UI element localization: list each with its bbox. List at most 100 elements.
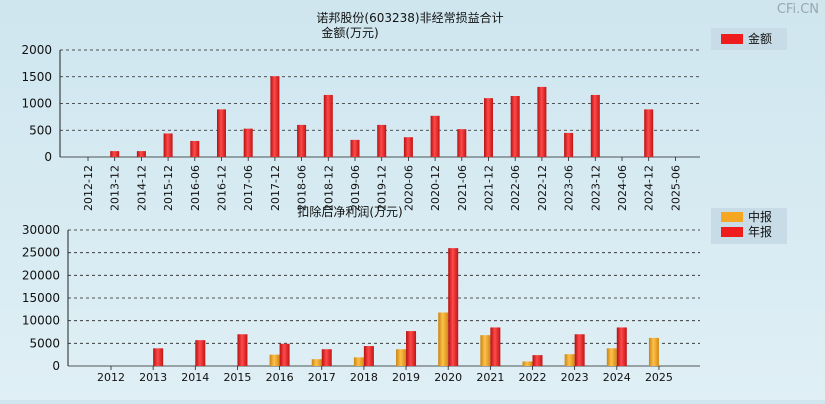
chart1-bar: [297, 124, 307, 157]
chart1-x-tick-label: 2024-06: [616, 165, 629, 211]
chart1-y-tick-label: 1000: [21, 97, 52, 111]
chart1-x-tick-label: 2018-06: [296, 165, 309, 211]
chart2-y-tick-label: 20000: [22, 268, 60, 282]
chart2-y-tick-label: 30000: [22, 223, 60, 237]
chart2-bar-interim: [311, 359, 322, 366]
chart1-x-tick-label: 2022-12: [536, 165, 549, 211]
chart1-bar: [323, 94, 333, 157]
chart2-bar-interim: [606, 348, 617, 366]
chart2-legend: 中报 年报: [711, 208, 787, 244]
chart2-bars: [153, 248, 659, 366]
chart2-bar-interim: [648, 337, 659, 366]
chart2-y-tick-label: 0: [52, 359, 60, 373]
chart2-x-tick-label: 2017: [308, 371, 336, 384]
chart1-x-tick-label: 2018-12: [322, 165, 335, 211]
chart1-x-tick-label: 2017-12: [269, 165, 282, 211]
chart1-bar: [510, 96, 520, 157]
chart1-x-tick-label: 2021-06: [456, 165, 469, 211]
chart2-bar-interim: [269, 354, 280, 366]
chart1-x-tick-label: 2015-12: [162, 165, 175, 211]
chart2-y-tick-label: 10000: [22, 314, 60, 328]
chart2-x-axis: 2012 2013 2014 2015 2016 2017 2018 2019 2020 2021…: [97, 371, 673, 384]
chart1-bar: [564, 132, 574, 157]
chart2-title: 扣除后净利润(万元): [297, 204, 402, 219]
chart2-bar-annual: [616, 327, 627, 366]
chart1-x-tick-label: 2014-12: [135, 165, 148, 211]
chart1-bar: [163, 133, 173, 157]
chart1-bar: [403, 137, 413, 157]
chart1-x-tick-label: 2023-06: [563, 165, 576, 211]
chart1-y-tick-label: 500: [29, 123, 52, 137]
legend-swatch-amount: [721, 34, 743, 44]
chart1-legend: 金额: [711, 28, 787, 50]
chart2-x-tick-label: 2020: [434, 371, 462, 384]
chart1-x-tick-label: 2022-06: [509, 165, 522, 211]
chart2-x-tick-label: 2021: [476, 371, 504, 384]
chart2-x-tick-label: 2015: [223, 371, 251, 384]
chart1-bar: [190, 140, 200, 157]
chart1-bar: [430, 115, 440, 157]
legend-label-interim: 中报: [748, 209, 772, 224]
chart2-x-tick-label: 2023: [561, 371, 589, 384]
chart1-bar: [484, 98, 493, 157]
chart1-bars: [110, 76, 654, 157]
chart1-bar: [270, 76, 280, 157]
chart2-x-tick-label: 2016: [266, 371, 294, 384]
chart1-y-axis: 0 500 1000 1500 2000: [21, 43, 52, 164]
chart1-y-tick-label: 2000: [21, 43, 52, 57]
chart2-bar-interim: [353, 357, 364, 366]
chart2-bar-annual: [153, 348, 164, 366]
chart1-bar: [217, 109, 226, 157]
chart2-bar-annual: [532, 355, 543, 366]
chart1-bar: [537, 86, 547, 157]
chart1-bar: [136, 151, 146, 157]
chart1-bar: [350, 139, 360, 157]
chart1-bar: [377, 124, 387, 157]
chart2-bar-annual: [574, 334, 585, 366]
chart2-bar-interim: [564, 354, 575, 366]
chart1-x-tick-label: 2016-12: [216, 165, 229, 211]
chart1-x-tick-label: 2017-06: [242, 165, 255, 211]
chart1-x-tick-label: 2021-12: [483, 165, 496, 211]
watermark: CFi.CN: [776, 2, 819, 17]
chart2-bar-interim: [522, 361, 533, 366]
chart1-x-tick-label: 2024-12: [643, 165, 656, 211]
chart1-x-tick-label: 2016-06: [189, 165, 202, 211]
chart2-y-axis: 0 5000 10000 15000 20000 25000 30000: [22, 223, 60, 373]
chart2-x-tick-label: 2014: [181, 371, 209, 384]
chart2-bar-annual: [490, 327, 501, 366]
chart1-y-tick-label: 0: [44, 150, 52, 164]
chart1-bar: [110, 151, 120, 157]
chart2-x-tick-label: 2024: [603, 371, 631, 384]
chart1-x-tick-label: 2012-12: [82, 165, 95, 211]
chart2-bar-annual: [363, 346, 374, 366]
legend-swatch-interim: [721, 212, 743, 222]
legend-label-amount: 金额: [748, 31, 772, 46]
chart2-bar-annual: [195, 340, 206, 366]
chart2-bar-interim: [480, 335, 491, 366]
chart2-bar-interim: [396, 349, 407, 366]
chart1-subtitle: 金额(万元): [321, 25, 378, 40]
chart2-grid: [67, 229, 700, 370]
chart2-x-tick-label: 2019: [392, 371, 420, 384]
legend-swatch-annual: [721, 227, 743, 237]
chart1-x-tick-label: 2020-06: [402, 165, 415, 211]
chart1-x-tick-label: 2020-12: [429, 165, 442, 211]
chart2-bar-interim: [438, 312, 449, 366]
legend-label-annual: 年报: [748, 224, 772, 239]
chart1-x-tick-label: 2013-12: [109, 165, 122, 211]
chart2-y-tick-label: 5000: [29, 336, 60, 350]
chart2-bar-annual: [321, 349, 332, 366]
chart2-x-tick-label: 2022: [519, 371, 547, 384]
chart2-x-tick-label: 2012: [97, 371, 125, 384]
chart2-bar-annual: [406, 331, 417, 366]
chart1-bar: [644, 109, 654, 157]
chart2-y-tick-label: 15000: [22, 291, 60, 305]
chart2-bar-annual: [448, 248, 459, 366]
chart1-x-tick-label: 2023-12: [589, 165, 602, 211]
chart2-y-tick-label: 25000: [22, 246, 60, 260]
chart1-title: 诺邦股份(603238)非经常损益合计: [316, 10, 503, 25]
chart2-bar-annual: [279, 343, 290, 366]
